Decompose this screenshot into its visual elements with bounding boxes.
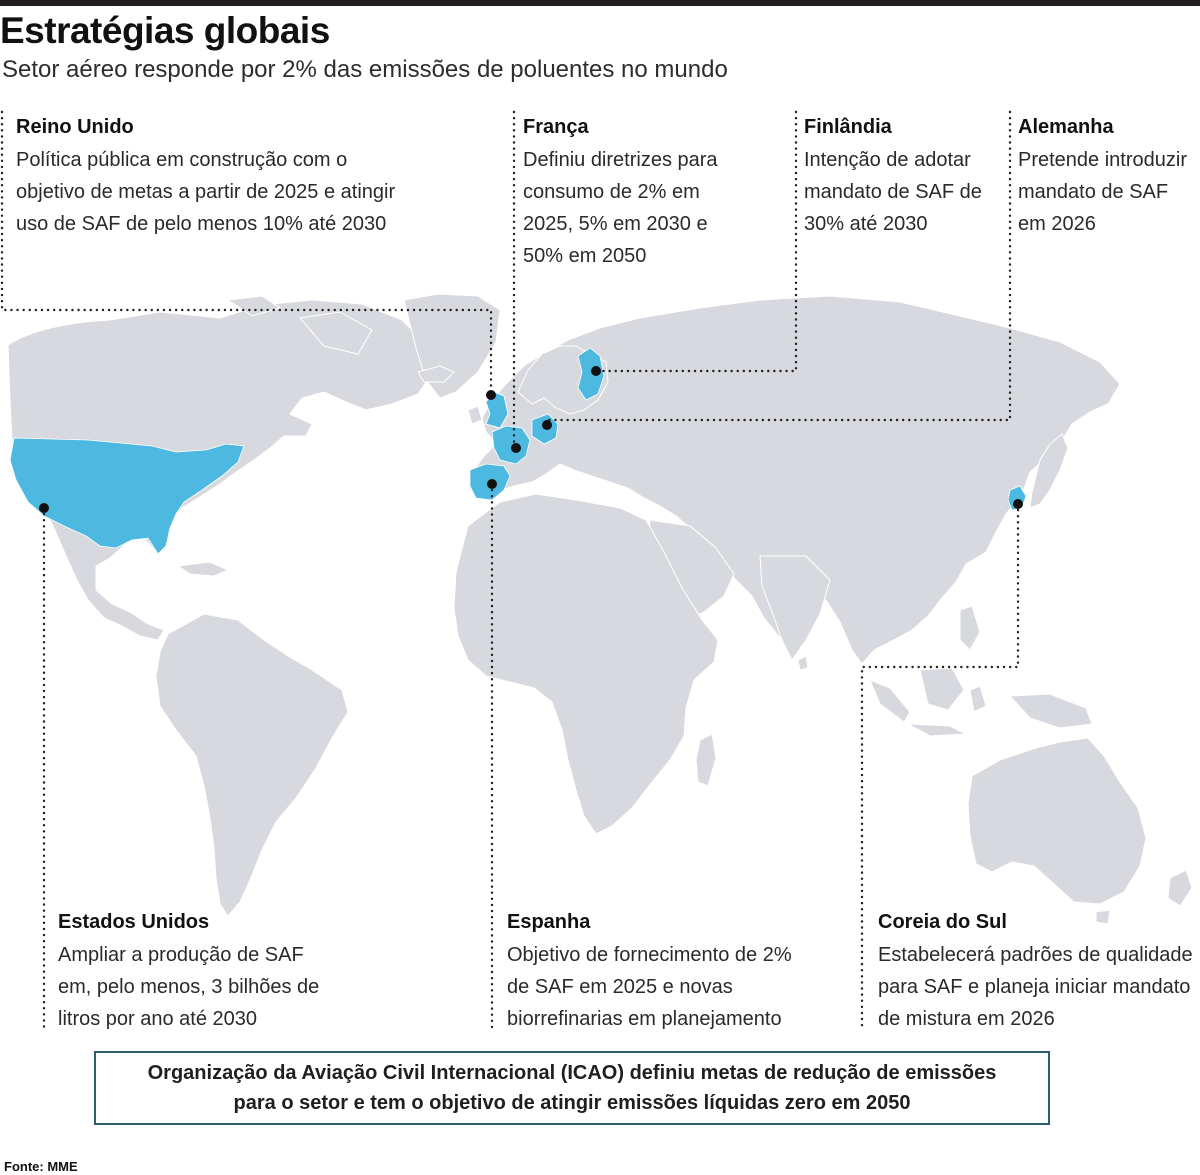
annot-line: de SAF em 2025 e novas xyxy=(507,976,733,998)
land-south-america xyxy=(155,613,349,917)
highlight-reino-unido xyxy=(485,391,509,429)
annot-line: Pretende introduzir xyxy=(1018,149,1187,171)
annot-text-coreia-do-sul: Estabelecerá padrões de qualidade para S… xyxy=(878,939,1198,1035)
leader-line-coreia-do-sul xyxy=(860,502,1020,1032)
land-philippines xyxy=(959,605,981,651)
land-iceland xyxy=(417,365,455,383)
annot-text-alemanha: Pretende introduzir mandato de SAF em 20… xyxy=(1018,144,1198,240)
highlight-estados-unidos xyxy=(9,437,245,555)
annot-title-espanha: Espanha xyxy=(507,911,591,933)
leader-line-alemanha xyxy=(545,110,1012,422)
annot-line: em 2026 xyxy=(1018,213,1096,235)
annot-text-reino-unido: Política pública em construção com o obj… xyxy=(16,144,456,240)
marker-espanha xyxy=(487,479,497,489)
land-africa xyxy=(453,493,719,835)
land-india xyxy=(759,555,831,661)
annot-title-finlandia: Finlândia xyxy=(804,116,892,138)
annot-line: em, pelo menos, 3 bilhões de xyxy=(58,976,320,998)
annot-finlandia: Finlândia Intenção de adotar mandato de … xyxy=(804,114,1004,240)
land-new-guinea xyxy=(1008,693,1093,729)
annot-line: objetivo de metas a partir de 2025 e ati… xyxy=(16,181,396,203)
leader-line-finlandia xyxy=(594,110,798,373)
annot-franca: França Definiu diretrizes para consumo d… xyxy=(523,114,763,272)
annot-line: mandato de SAF xyxy=(1018,181,1169,203)
marker-reino-unido xyxy=(486,390,496,400)
marker-franca xyxy=(511,443,521,453)
land-caribbean xyxy=(176,561,230,577)
page-subtitle: Setor aéreo responde por 2% das emissões… xyxy=(2,56,728,83)
land-new-zealand xyxy=(1167,869,1193,907)
highlight-franca xyxy=(491,425,531,465)
top-rule xyxy=(0,0,1200,6)
annot-coreia-do-sul: Coreia do Sul Estabelecerá padrões de qu… xyxy=(878,909,1198,1035)
annot-reino-unido: Reino Unido Política pública em construç… xyxy=(16,114,456,240)
land-baffin xyxy=(299,311,373,355)
annot-line: 30% até 2030 xyxy=(804,213,928,235)
land-japan xyxy=(1029,433,1069,509)
annot-line: litros por ano até 2030 xyxy=(58,1008,258,1030)
annot-line: Intenção de adotar xyxy=(804,149,971,171)
marker-finlandia xyxy=(591,366,601,376)
annot-title-estados-unidos: Estados Unidos xyxy=(58,911,210,933)
marker-estados-unidos xyxy=(39,503,49,513)
annot-text-franca: Definiu diretrizes para consumo de 2% em… xyxy=(523,144,763,272)
annot-estados-unidos: Estados Unidos Ampliar a produção de SAF… xyxy=(58,909,358,1035)
land-australia xyxy=(967,737,1147,905)
marker-coreia-do-sul xyxy=(1013,499,1023,509)
annot-line: Definiu diretrizes para xyxy=(523,149,718,171)
highlight-finlandia xyxy=(577,347,605,401)
annot-line: para SAF e planeja iniciar mandato xyxy=(878,976,1191,998)
icao-note-line: para o setor e tem o objetivo de atingir… xyxy=(233,1092,911,1114)
annot-line: Objetivo de fornecimento de 2% xyxy=(507,944,792,966)
annot-line: 2025, 5% em 2030 e xyxy=(523,213,708,235)
land-srilanka xyxy=(797,655,809,671)
icao-note-line: Organização da Aviação Civil Internacion… xyxy=(147,1062,997,1084)
annot-line: Política pública em construção com o xyxy=(16,149,348,171)
annot-line: Ampliar a produção de SAF xyxy=(58,944,304,966)
page-title: Estratégias globais xyxy=(0,10,330,51)
annot-title-alemanha: Alemanha xyxy=(1018,116,1114,138)
land-borneo xyxy=(919,667,965,711)
annot-text-finlandia: Intenção de adotar mandato de SAF de 30%… xyxy=(804,144,1004,240)
leader-lines xyxy=(0,110,1020,1032)
annot-line: 50% em 2050 xyxy=(523,245,647,267)
country-markers xyxy=(39,366,1023,513)
land-tasmania xyxy=(1095,909,1111,925)
annot-text-estados-unidos: Ampliar a produção de SAF em, pelo menos… xyxy=(58,939,358,1035)
annot-alemanha: Alemanha Pretende introduzir mandato de … xyxy=(1018,114,1198,240)
land-ireland xyxy=(467,405,483,425)
annot-line: de mistura em 2026 xyxy=(878,1008,1055,1030)
land-madagascar xyxy=(695,733,717,787)
marker-alemanha xyxy=(542,420,552,430)
icao-note-box: Organização da Aviação Civil Internacion… xyxy=(94,1051,1050,1125)
annot-line: mandato de SAF de xyxy=(804,181,982,203)
land-eurasia xyxy=(473,295,1121,665)
annot-line: Estabelecerá padrões de qualidade xyxy=(878,944,1193,966)
land-java xyxy=(907,723,968,737)
annot-line: biorrefinarias em planejamento xyxy=(507,1008,782,1030)
source-note: Fonte: MME xyxy=(4,1159,78,1174)
annot-line: consumo de 2% em xyxy=(523,181,700,203)
annot-title-coreia-do-sul: Coreia do Sul xyxy=(878,911,1007,933)
annot-title-reino-unido: Reino Unido xyxy=(16,116,134,138)
annot-title-franca: França xyxy=(523,116,589,138)
land-sumatra xyxy=(869,679,911,723)
highlight-layer xyxy=(9,347,1027,555)
annot-line: uso de SAF de pelo menos 10% até 2030 xyxy=(16,213,387,235)
land-sulawesi xyxy=(969,685,987,713)
annot-text-espanha: Objetivo de fornecimento de 2% de SAF em… xyxy=(507,939,827,1035)
annot-espanha: Espanha Objetivo de fornecimento de 2% d… xyxy=(507,909,827,1035)
